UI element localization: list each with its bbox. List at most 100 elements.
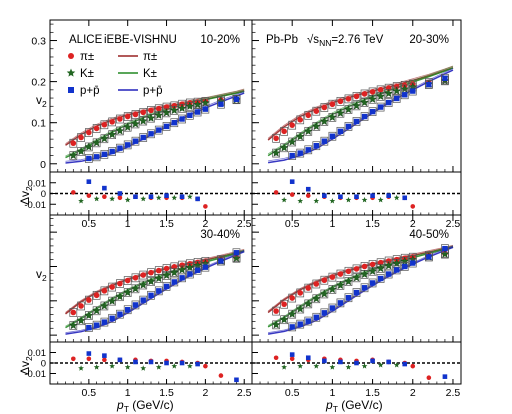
kaon-point (76, 316, 86, 325)
x-tick-label: 2 (202, 218, 208, 230)
kaon-point (193, 100, 202, 109)
sys-box (131, 300, 140, 310)
sys-box (392, 265, 401, 275)
proton-point (163, 283, 170, 290)
proton-point (385, 99, 392, 106)
sys-box (384, 269, 393, 279)
kaon-point (185, 101, 195, 110)
kaon-point (304, 299, 313, 308)
legend-kaon-marker (66, 68, 76, 77)
proton-point (187, 271, 193, 277)
proton-point (393, 95, 400, 102)
pion-point (353, 93, 360, 100)
proton-point (179, 275, 185, 281)
pion-point (101, 288, 108, 294)
pion-point (132, 275, 139, 281)
ratio-proton-point (117, 357, 123, 363)
x-tick-label: 0.5 (285, 387, 300, 399)
ratio-kaon-point (124, 364, 131, 370)
pion-point (86, 129, 92, 136)
sys-box (201, 262, 210, 272)
dv2-main: Δv (18, 191, 32, 205)
ratio-kaon-point (140, 195, 147, 202)
ratio-kaon-point (329, 364, 336, 370)
legend-kaon-alice: K± (80, 68, 94, 80)
sys-box (232, 248, 241, 258)
legend-proton-model: p+p̄ (143, 85, 163, 97)
ratio-pion-point (86, 193, 92, 198)
pion-point (313, 108, 320, 114)
proton-point (337, 300, 344, 306)
pt-xlabel-right: pT (GeV/c) (325, 398, 383, 414)
proton-point (202, 106, 209, 112)
ratio-kaon-point (345, 196, 352, 203)
proton-point (361, 285, 368, 291)
ratio-proton-point (402, 195, 408, 201)
pion-point (289, 122, 295, 128)
kaon-point (328, 284, 337, 294)
kaon-point (131, 119, 140, 128)
ratio-pion-point (203, 204, 208, 209)
pion-point (321, 104, 328, 111)
kaon-point (344, 277, 353, 286)
ratio-pion-point (71, 356, 76, 362)
sys-box (108, 282, 117, 292)
sys-box (272, 133, 280, 143)
kaon-point (392, 258, 401, 268)
pion-point (289, 295, 295, 301)
kaon-point (138, 116, 148, 125)
proton-point (353, 118, 360, 125)
sys-box (328, 303, 337, 313)
ratio-pion-point (203, 363, 208, 369)
proton-point (194, 267, 201, 273)
proton-point (377, 104, 384, 110)
pion-point (369, 89, 376, 95)
pion-point (163, 265, 170, 272)
sys-box (178, 114, 186, 124)
pion-point (101, 121, 108, 128)
ratio-proton-point (322, 193, 327, 198)
x-tick-label: 0.5 (285, 218, 300, 230)
ratio-kaon-point (345, 364, 352, 370)
proton-point (297, 321, 303, 327)
x-tick-label: 1.5 (159, 387, 174, 399)
proton-point (369, 108, 376, 115)
legend-pion-marker (68, 53, 74, 59)
v2-sub: 2 (42, 99, 47, 109)
proton-point (313, 143, 320, 149)
proton-point (124, 307, 131, 313)
v2-main: v (36, 93, 42, 107)
sys-box (162, 282, 171, 291)
proton-point (156, 127, 162, 133)
sys-box (320, 136, 329, 146)
sys-box (84, 295, 93, 305)
proton-point (385, 271, 392, 277)
kaon-point (328, 112, 337, 122)
legend-proton-marker (68, 87, 74, 93)
ratio-kaon-point (297, 198, 304, 204)
kaon-point (177, 103, 187, 113)
kaon-point (271, 320, 281, 329)
ratio-proton-point (164, 193, 169, 198)
kaon-point (344, 105, 353, 114)
pion-point (361, 263, 368, 270)
ratio-kaon-point (329, 198, 336, 204)
pion-point (155, 105, 162, 112)
ratio-proton-point (179, 360, 185, 366)
centrality-label: 20-30% (409, 34, 449, 46)
proton-point (305, 318, 311, 324)
kaon-point (312, 121, 321, 131)
ratio-proton-point (179, 194, 185, 200)
sys-box (116, 279, 124, 288)
pion-point (93, 125, 100, 132)
sys-box (376, 274, 385, 283)
sys-box (296, 115, 305, 125)
pion-point (329, 274, 336, 280)
pion-point (109, 284, 115, 290)
legend-pion-model: π± (143, 51, 157, 63)
kaon-point (92, 138, 101, 147)
sys-box (131, 273, 140, 283)
ratio-pion-point (102, 194, 107, 200)
pion-point (109, 119, 115, 125)
pion-point (155, 267, 162, 274)
